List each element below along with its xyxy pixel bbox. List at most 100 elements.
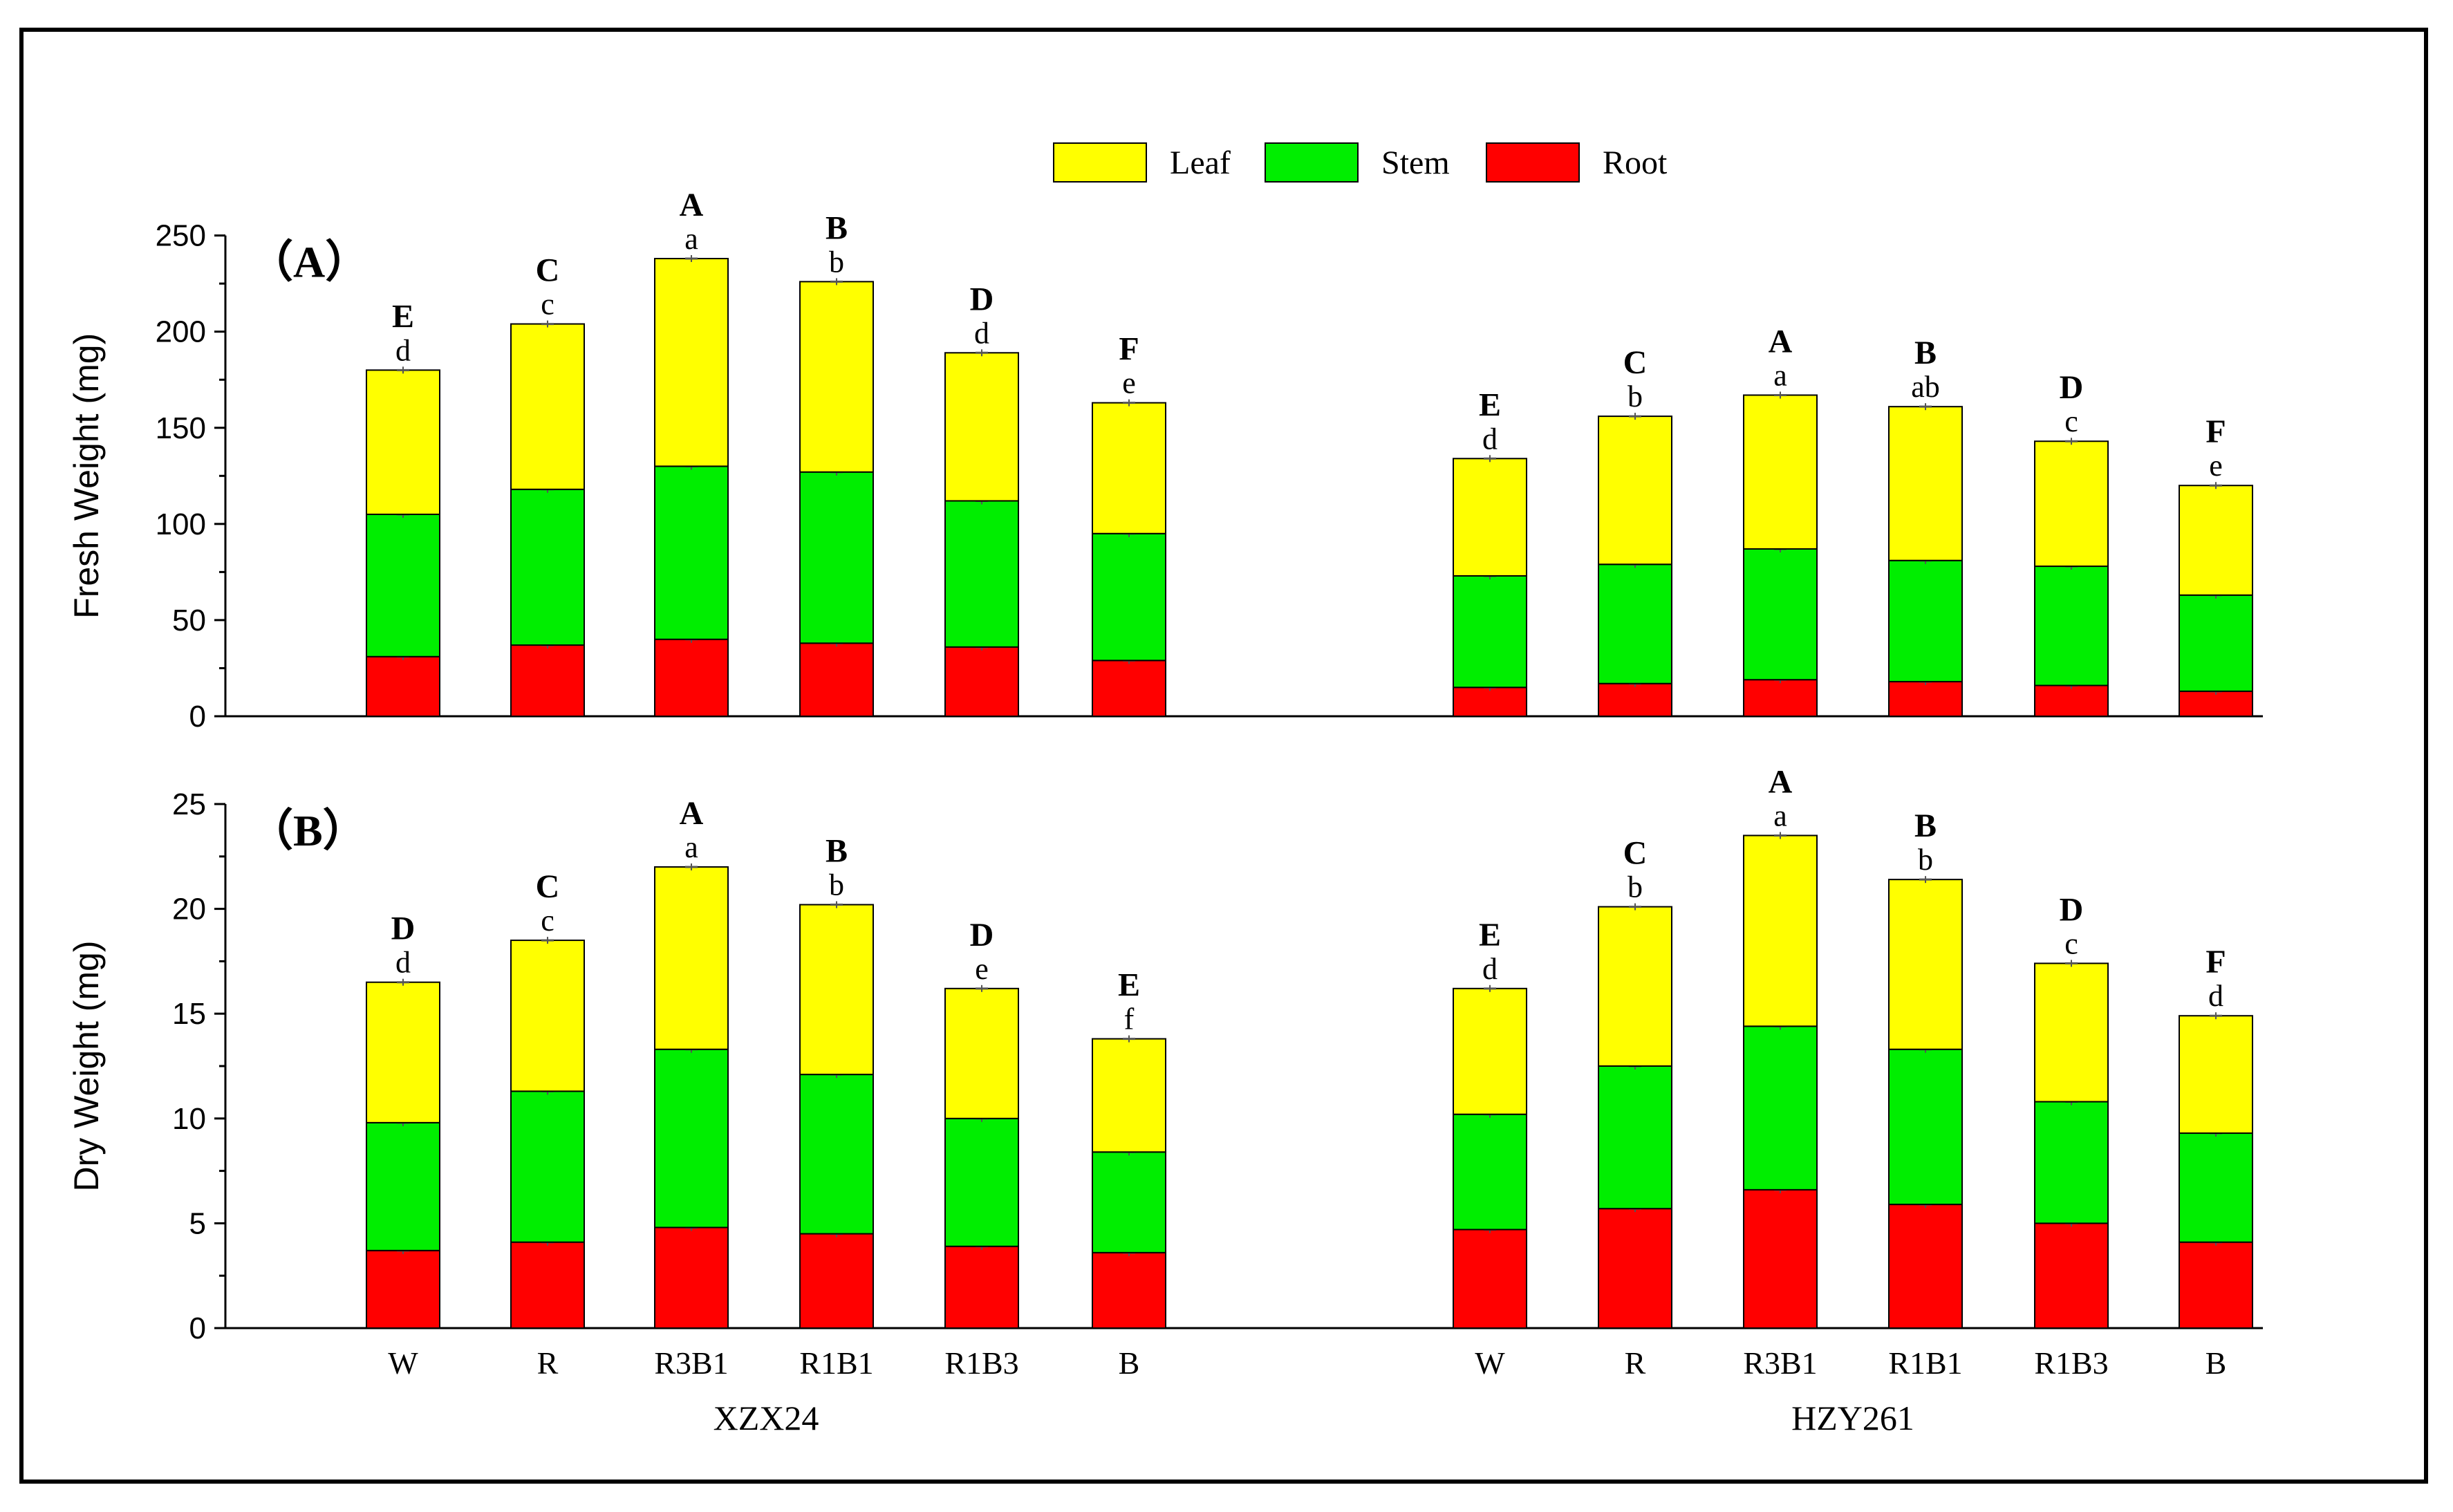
bar-stem xyxy=(510,488,585,646)
bar-stem xyxy=(366,1121,440,1251)
bar-stem xyxy=(654,1048,729,1229)
total-significance-letter: D xyxy=(2060,369,2084,406)
total-significance-letter: F xyxy=(1119,331,1139,368)
x-tick-label: R1B1 xyxy=(799,1345,873,1381)
y-tick-label: 5 xyxy=(189,1206,206,1240)
total-significance-letter: F xyxy=(2205,944,2226,980)
y-tick-label: 250 xyxy=(156,219,206,253)
x-tick-label: B xyxy=(2205,1345,2227,1381)
x-tick-label: R1B3 xyxy=(944,1345,1018,1381)
total-significance-letter: D xyxy=(970,917,994,953)
significance-letter: d xyxy=(1482,952,1498,986)
y-tick-label: 0 xyxy=(189,1312,206,1345)
significance-letter: c xyxy=(2064,926,2078,960)
significance-letter: c xyxy=(2064,404,2078,438)
bar-root xyxy=(1453,1229,1527,1329)
y-axis-label: Fresh Weight (mg) xyxy=(67,333,106,619)
bar-leaf xyxy=(2179,485,2253,596)
panel-label: （A） xyxy=(249,238,369,287)
legend-label-root: Root xyxy=(1603,144,1668,181)
bar-leaf xyxy=(366,981,440,1123)
y-tick-label: 25 xyxy=(172,787,206,821)
bar-root xyxy=(799,642,874,718)
bar-stem xyxy=(799,1074,874,1235)
bar-leaf xyxy=(1092,1038,1166,1153)
significance-letter: a xyxy=(684,222,698,256)
significance-letter: d xyxy=(395,333,411,367)
bar-leaf xyxy=(510,323,585,490)
bar-stem xyxy=(2034,1101,2109,1224)
bar-root xyxy=(944,1245,1019,1329)
significance-letter: b xyxy=(1918,843,1933,877)
y-tick-label: 0 xyxy=(189,700,206,734)
bar-root xyxy=(654,638,729,717)
significance-letter: b xyxy=(1627,380,1643,413)
bar-root xyxy=(1888,680,1963,718)
significance-letter: d xyxy=(1482,422,1498,456)
x-tick-label: R xyxy=(537,1345,559,1381)
total-significance-letter: D xyxy=(2060,891,2084,928)
bar-stem xyxy=(366,513,440,657)
bar-leaf xyxy=(1888,879,1963,1050)
cultivar-label: HZY261 xyxy=(1791,1399,1914,1437)
bar-stem xyxy=(510,1090,585,1243)
bar-stem xyxy=(1598,1065,1672,1210)
bar-stem xyxy=(944,1117,1019,1247)
bar-leaf xyxy=(510,940,585,1092)
bar-leaf xyxy=(1092,402,1166,534)
total-significance-letter: C xyxy=(1623,835,1648,872)
total-significance-letter: A xyxy=(680,795,704,832)
y-axis-label: Dry Weight (mg) xyxy=(67,940,106,1191)
significance-letter: a xyxy=(684,830,698,864)
bar-leaf xyxy=(1453,458,1527,577)
bar-stem xyxy=(2179,1132,2253,1243)
bar-leaf xyxy=(944,352,1019,502)
bar-stem xyxy=(1743,548,1818,681)
x-tick-label: R3B1 xyxy=(1743,1345,1817,1381)
bar-root xyxy=(654,1226,729,1329)
bar-leaf xyxy=(654,258,729,467)
bar-root xyxy=(2179,690,2253,718)
panel-label: （B） xyxy=(249,806,367,855)
bar-stem xyxy=(1092,1151,1166,1253)
bar-stem xyxy=(1598,563,1672,684)
bar-root xyxy=(799,1233,874,1329)
y-tick-label: 100 xyxy=(156,507,206,541)
bar-root xyxy=(1092,1251,1166,1329)
total-significance-letter: E xyxy=(1479,917,1501,953)
total-significance-letter: A xyxy=(1769,763,1793,800)
bar-root xyxy=(1598,682,1672,718)
bar-root xyxy=(944,646,1019,717)
significance-letter: c xyxy=(541,904,554,937)
figure-frame xyxy=(19,28,2428,1484)
bar-root xyxy=(366,1249,440,1329)
bar-stem xyxy=(1453,575,1527,689)
total-significance-letter: B xyxy=(1914,808,1937,844)
bar-root xyxy=(1598,1208,1672,1329)
significance-letter: b xyxy=(1627,870,1643,904)
bar-stem xyxy=(944,500,1019,648)
total-significance-letter: B xyxy=(826,833,848,870)
significance-letter: e xyxy=(1122,366,1136,400)
significance-letter: e xyxy=(2209,449,2223,483)
legend-swatch-root xyxy=(1486,142,1580,183)
total-significance-letter: B xyxy=(826,209,848,246)
bar-leaf xyxy=(366,369,440,515)
total-significance-letter: B xyxy=(1914,335,1937,371)
bar-leaf xyxy=(1888,406,1963,561)
bar-leaf xyxy=(1453,987,1527,1115)
bar-root xyxy=(2034,684,2109,717)
significance-letter: a xyxy=(1773,799,1787,832)
x-tick-label: W xyxy=(1475,1345,1505,1381)
total-significance-letter: A xyxy=(680,187,704,223)
total-significance-letter: E xyxy=(1118,967,1140,1004)
significance-letter: b xyxy=(829,868,844,902)
y-tick-label: 10 xyxy=(172,1102,206,1136)
y-tick-label: 50 xyxy=(172,604,206,637)
total-significance-letter: A xyxy=(1769,323,1793,360)
significance-letter: d xyxy=(395,946,411,980)
bar-root xyxy=(1888,1204,1963,1329)
bar-leaf xyxy=(1598,416,1672,566)
cultivar-label: XZX24 xyxy=(713,1399,819,1437)
